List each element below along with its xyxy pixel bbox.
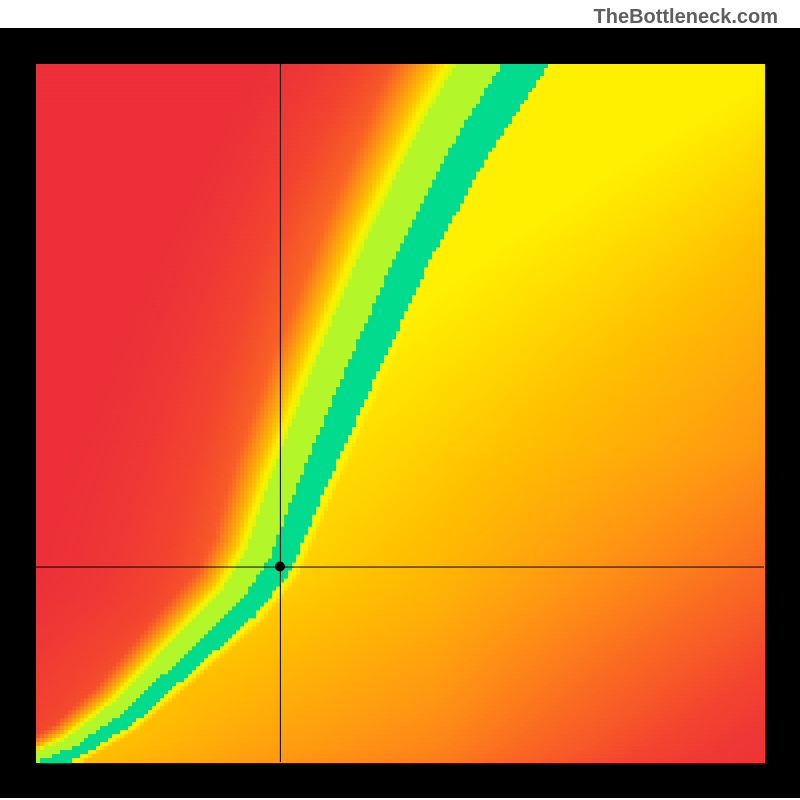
- heatmap-frame: [0, 28, 800, 798]
- heatmap-canvas: [0, 28, 800, 798]
- watermark-label: TheBottleneck.com: [594, 6, 778, 29]
- root: TheBottleneck.com: [0, 0, 800, 800]
